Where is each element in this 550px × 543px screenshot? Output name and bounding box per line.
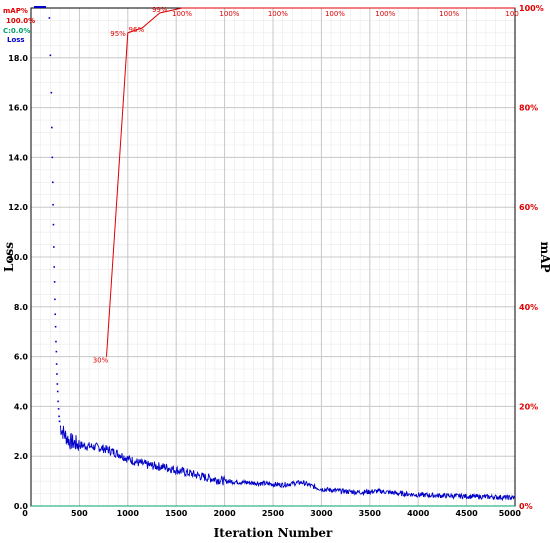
- y-right-tick-label: 40%: [519, 303, 538, 312]
- loss-point: [52, 223, 55, 226]
- y-left-axis-ticks: 0.0 2.0 4.0 6.0 8.0 10.0 12.0 14.0 16.0 18.0: [8, 54, 28, 511]
- x-tick-label: 1000: [117, 509, 140, 518]
- loss-point: [52, 203, 54, 206]
- loss-point: [51, 181, 54, 184]
- y-left-tick-label: 18.0: [8, 54, 28, 63]
- map-data-label: 99%: [152, 6, 168, 14]
- x-tick-label: 4000: [407, 509, 430, 518]
- loss-line: [59, 425, 516, 502]
- map-data-label: 96%: [129, 26, 145, 34]
- legend-c-label: C:0.0%: [3, 27, 30, 35]
- y-right-tick-label: 20%: [519, 402, 538, 411]
- y-left-tick-label: 16.0: [8, 104, 28, 113]
- loss-point: [57, 400, 59, 403]
- loss-point: [55, 363, 58, 365]
- x-tick-label: 2000: [213, 509, 236, 518]
- y-right-tick-label: 80%: [519, 104, 538, 113]
- map-line: [106, 7, 513, 357]
- map-data-label: 100%: [219, 10, 239, 18]
- x-tick-label: 3000: [310, 509, 333, 518]
- map-data-label: 30%: [93, 357, 109, 365]
- map-series: [106, 7, 515, 357]
- loss-point: [53, 281, 56, 283]
- loss-point: [54, 325, 57, 328]
- x-tick-label: 2500: [262, 509, 285, 518]
- y-left-tick-label: 0.0: [14, 502, 29, 511]
- x-tick-label: 1500: [165, 509, 188, 518]
- map-data-label: 100%: [268, 10, 288, 18]
- y-left-tick-label: 8.0: [14, 303, 29, 312]
- y-left-axis-title: Loss: [2, 242, 16, 272]
- legend-loss-label: Loss: [7, 36, 25, 44]
- x-tick-label: 0: [22, 509, 28, 518]
- map-data-label: 100%: [172, 10, 192, 18]
- loss-point: [48, 17, 51, 19]
- loss-point: [54, 313, 56, 316]
- loss-point: [53, 266, 56, 268]
- map-data-label: 100%: [375, 10, 395, 18]
- x-axis-ticks: 0 500 1000 1500 2000 2500 3000 3500 4000 4500 5000: [22, 509, 521, 518]
- y-right-axis-ticks: 0% 20% 40% 60% 80% 100%: [519, 4, 544, 511]
- loss-point: [57, 408, 60, 410]
- y-right-tick-label: 0%: [519, 502, 533, 511]
- legend: mAP% 100.0% C:0.0% Loss: [3, 6, 46, 44]
- y-right-tick-label: 100%: [519, 4, 544, 13]
- loss-point: [51, 126, 53, 129]
- loss-point: [56, 383, 59, 385]
- map-data-labels: 30% 95% 96% 99% 100% 100% 100% 100% 100% 100% 100: [93, 6, 519, 365]
- loss-point: [50, 91, 53, 94]
- y-left-tick-label: 6.0: [14, 353, 29, 362]
- x-tick-label: 500: [71, 509, 88, 518]
- legend-map-value: 100.0%: [6, 17, 35, 25]
- y-left-tick-label: 2.0: [14, 452, 29, 461]
- map-data-label: 100: [505, 10, 518, 18]
- y-right-axis-title: mAP: [538, 241, 550, 272]
- x-axis-title: Iteration Number: [214, 526, 333, 540]
- y-left-tick-label: 14.0: [8, 153, 28, 162]
- y-left-tick-label: 4.0: [14, 402, 29, 411]
- loss-point: [55, 340, 57, 343]
- loss-point: [49, 54, 52, 57]
- loss-point: [58, 420, 61, 423]
- loss-point: [56, 390, 59, 393]
- loss-point: [53, 246, 55, 248]
- map-data-label: 100%: [439, 10, 459, 18]
- loss-point: [58, 415, 60, 418]
- x-tick-label: 5000: [499, 509, 522, 518]
- map-data-label: 95%: [110, 30, 126, 38]
- loss-point: [55, 350, 58, 353]
- loss-series: [48, 17, 516, 502]
- loss-point: [56, 373, 58, 375]
- loss-point: [54, 298, 56, 301]
- x-tick-label: 3500: [359, 509, 382, 518]
- y-right-tick-label: 60%: [519, 203, 538, 212]
- map-data-label: 100%: [325, 10, 345, 18]
- loss-point: [51, 156, 54, 159]
- legend-map-label: mAP%: [3, 7, 28, 15]
- y-left-tick-label: 10.0: [8, 253, 28, 262]
- x-tick-label: 4500: [455, 509, 478, 518]
- y-left-tick-label: 12.0: [8, 203, 28, 212]
